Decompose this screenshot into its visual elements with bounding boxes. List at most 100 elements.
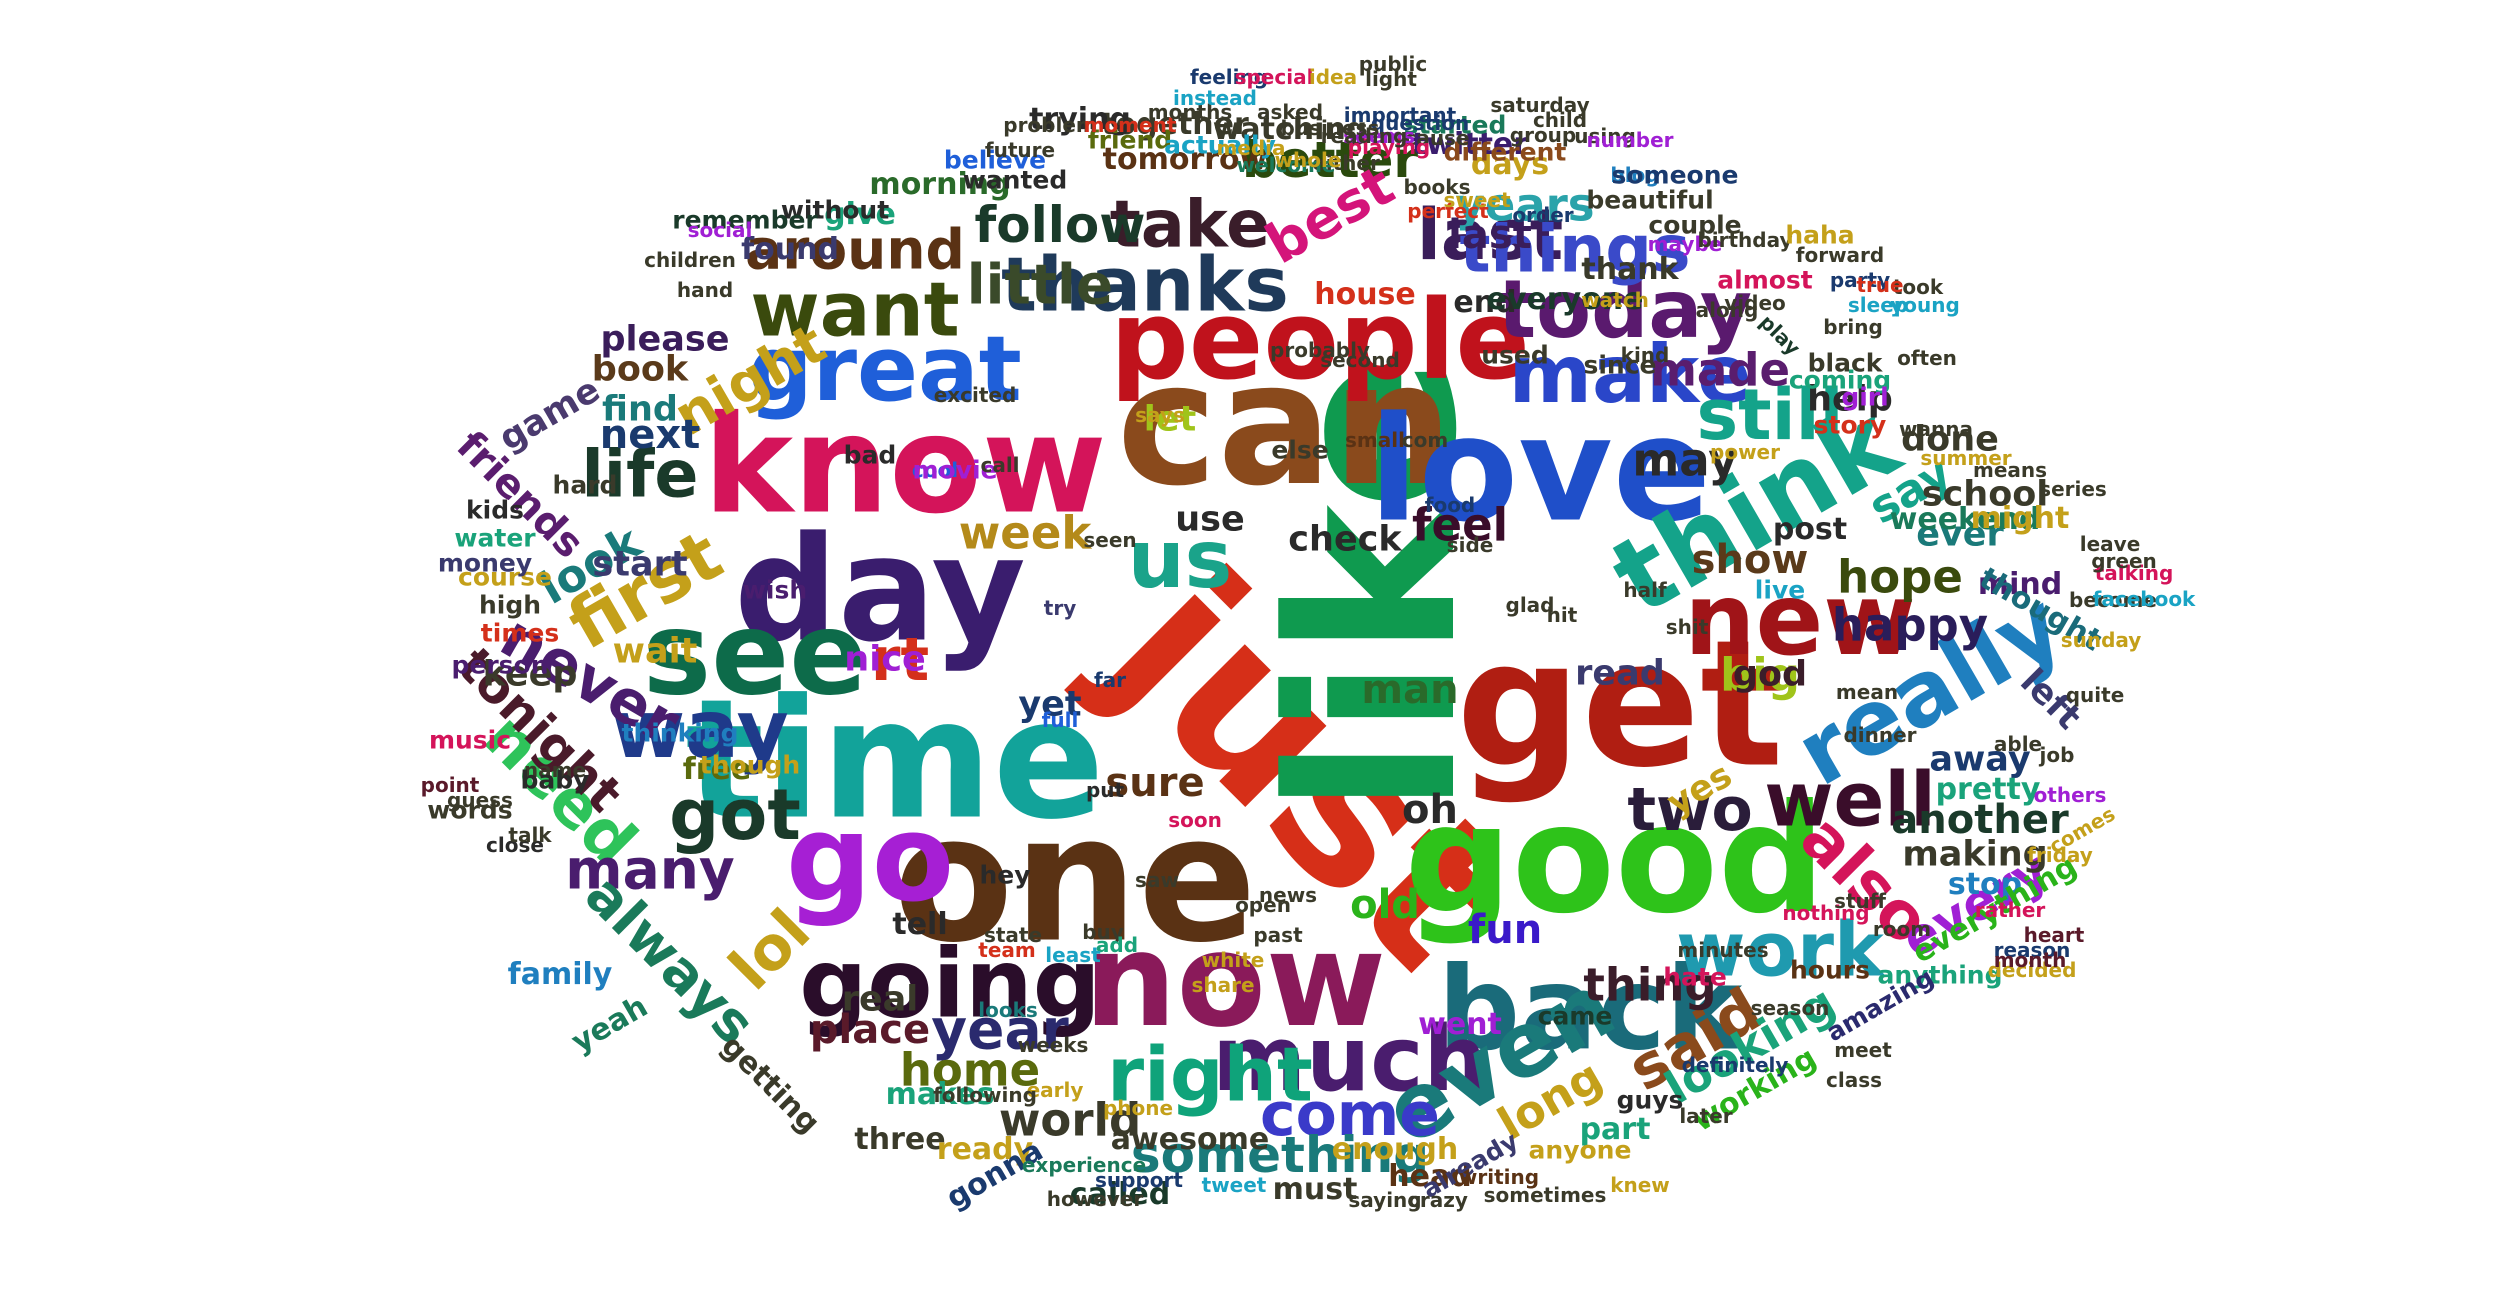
- word-enough: enough: [1331, 1132, 1459, 1167]
- word-wanted: wanted: [962, 165, 1068, 195]
- word-water: water: [454, 523, 536, 553]
- word-going: going: [799, 929, 1101, 1040]
- word-done: done: [1901, 419, 1999, 460]
- word-post: post: [1772, 512, 1848, 547]
- word-feeling: feeling: [1189, 65, 1269, 89]
- word-remember: remember: [672, 205, 818, 235]
- word-live: live: [1754, 575, 1806, 605]
- word-trying: trying: [1029, 102, 1131, 137]
- word-back: back: [1437, 942, 1743, 1077]
- word-three: three: [854, 1122, 946, 1157]
- word-guess: guess: [447, 788, 513, 812]
- word-nothing: nothing: [1782, 901, 1870, 925]
- word-call: call: [980, 453, 1020, 477]
- word-days: days: [1470, 147, 1550, 182]
- word-books: books: [1403, 175, 1471, 199]
- word-better: better: [1241, 131, 1419, 189]
- word-past: past: [1253, 923, 1303, 947]
- word-hope: hope: [1837, 550, 1963, 604]
- word-problem: problem: [1003, 113, 1097, 137]
- word-follow: follow: [974, 196, 1146, 254]
- word-birthday: birthday: [1697, 228, 1793, 252]
- word-head: head: [1388, 1159, 1472, 1194]
- word-either: either: [1312, 151, 1380, 175]
- word-oh: oh: [1402, 787, 1458, 833]
- word-others: others: [2033, 783, 2107, 807]
- word-decided: decided: [1987, 958, 2077, 982]
- word-children: children: [644, 248, 736, 272]
- word-well: well: [1764, 755, 1936, 844]
- word-kind: kind: [1620, 343, 1670, 367]
- word-soon: soon: [1168, 808, 1222, 832]
- word-hey: hey: [979, 860, 1031, 890]
- word-nice: nice: [844, 639, 926, 680]
- word-put: put: [1085, 778, 1125, 802]
- word-thank: thank: [1581, 252, 1679, 287]
- word-seems: seems: [1343, 124, 1415, 148]
- word-give: give: [824, 197, 896, 232]
- word-thinking: thinking: [621, 718, 739, 748]
- word-stuff: stuff: [1834, 889, 1886, 913]
- word-stop: stop: [1947, 867, 2023, 902]
- word-cool: cool: [911, 458, 959, 482]
- word-came: came: [1537, 1001, 1613, 1031]
- word-power: power: [1710, 440, 1780, 464]
- word-sometimes: sometimes: [1483, 1183, 1607, 1207]
- word-last: last: [1448, 212, 1532, 258]
- word-saturday: saturday: [1490, 93, 1590, 117]
- word-least: least: [1045, 943, 1101, 967]
- word-following: following: [933, 1083, 1037, 1107]
- word-baby: baby: [520, 765, 590, 795]
- word-show: show: [1691, 537, 1809, 583]
- word-sweet: sweet: [1443, 188, 1511, 212]
- word-come: come: [1260, 1080, 1440, 1150]
- word-full: full: [1041, 708, 1079, 732]
- word-weekend: weekend: [1889, 502, 2041, 537]
- word-though: though: [699, 750, 801, 780]
- word-made: made: [1650, 343, 1790, 397]
- word-take: take: [1109, 187, 1271, 263]
- word-minutes: minutes: [1677, 938, 1769, 962]
- word-summer: summer: [1920, 446, 2012, 470]
- word-moment: moment: [1083, 113, 1177, 137]
- word-us: us: [1127, 513, 1233, 606]
- word-small: small: [1345, 428, 1405, 452]
- word-business: business: [1280, 116, 1380, 140]
- word-playing: playing: [1347, 135, 1431, 159]
- word-forward: forward: [1795, 243, 1885, 267]
- word-future: future: [984, 138, 1056, 162]
- word-talk: talk: [508, 823, 552, 847]
- word-special: special: [1234, 65, 1314, 89]
- word-welcome: welcome: [1236, 153, 1336, 177]
- word-must: must: [1272, 1172, 1358, 1207]
- word-free: free: [682, 752, 752, 787]
- word-away: away: [1929, 739, 2031, 780]
- word-get: get: [1456, 603, 1784, 807]
- word-true: true: [1856, 273, 1904, 297]
- word-words: words: [427, 795, 513, 825]
- word-year: year: [931, 997, 1069, 1062]
- word-probably: probably: [1270, 338, 1370, 362]
- word-might: might: [1970, 501, 2070, 536]
- word-means: means: [1972, 458, 2048, 482]
- word-add: add: [1095, 933, 1139, 957]
- word-quite: quite: [2065, 683, 2125, 707]
- word-different: different: [1443, 137, 1567, 167]
- word-team: team: [978, 938, 1036, 962]
- word-buy: buy: [1082, 920, 1124, 944]
- word-wish: wish: [742, 575, 808, 605]
- word-without: without: [780, 195, 890, 225]
- word-awesome: awesome: [1110, 1122, 1270, 1157]
- word-yeah: yeah: [565, 989, 654, 1061]
- word-experience: experience: [1021, 1153, 1147, 1177]
- word-ever: ever: [1916, 514, 2004, 555]
- word-day: day: [734, 505, 1026, 675]
- word-hate: hate: [1663, 962, 1727, 992]
- word-next: next: [599, 412, 701, 458]
- word-believe: believe: [943, 145, 1047, 175]
- word-actually: actually: [1164, 130, 1276, 160]
- word-watching: watching: [1212, 112, 1368, 147]
- word-light: light: [1365, 67, 1417, 91]
- word-one: one: [893, 778, 1257, 982]
- word-someone: someone: [1611, 160, 1739, 190]
